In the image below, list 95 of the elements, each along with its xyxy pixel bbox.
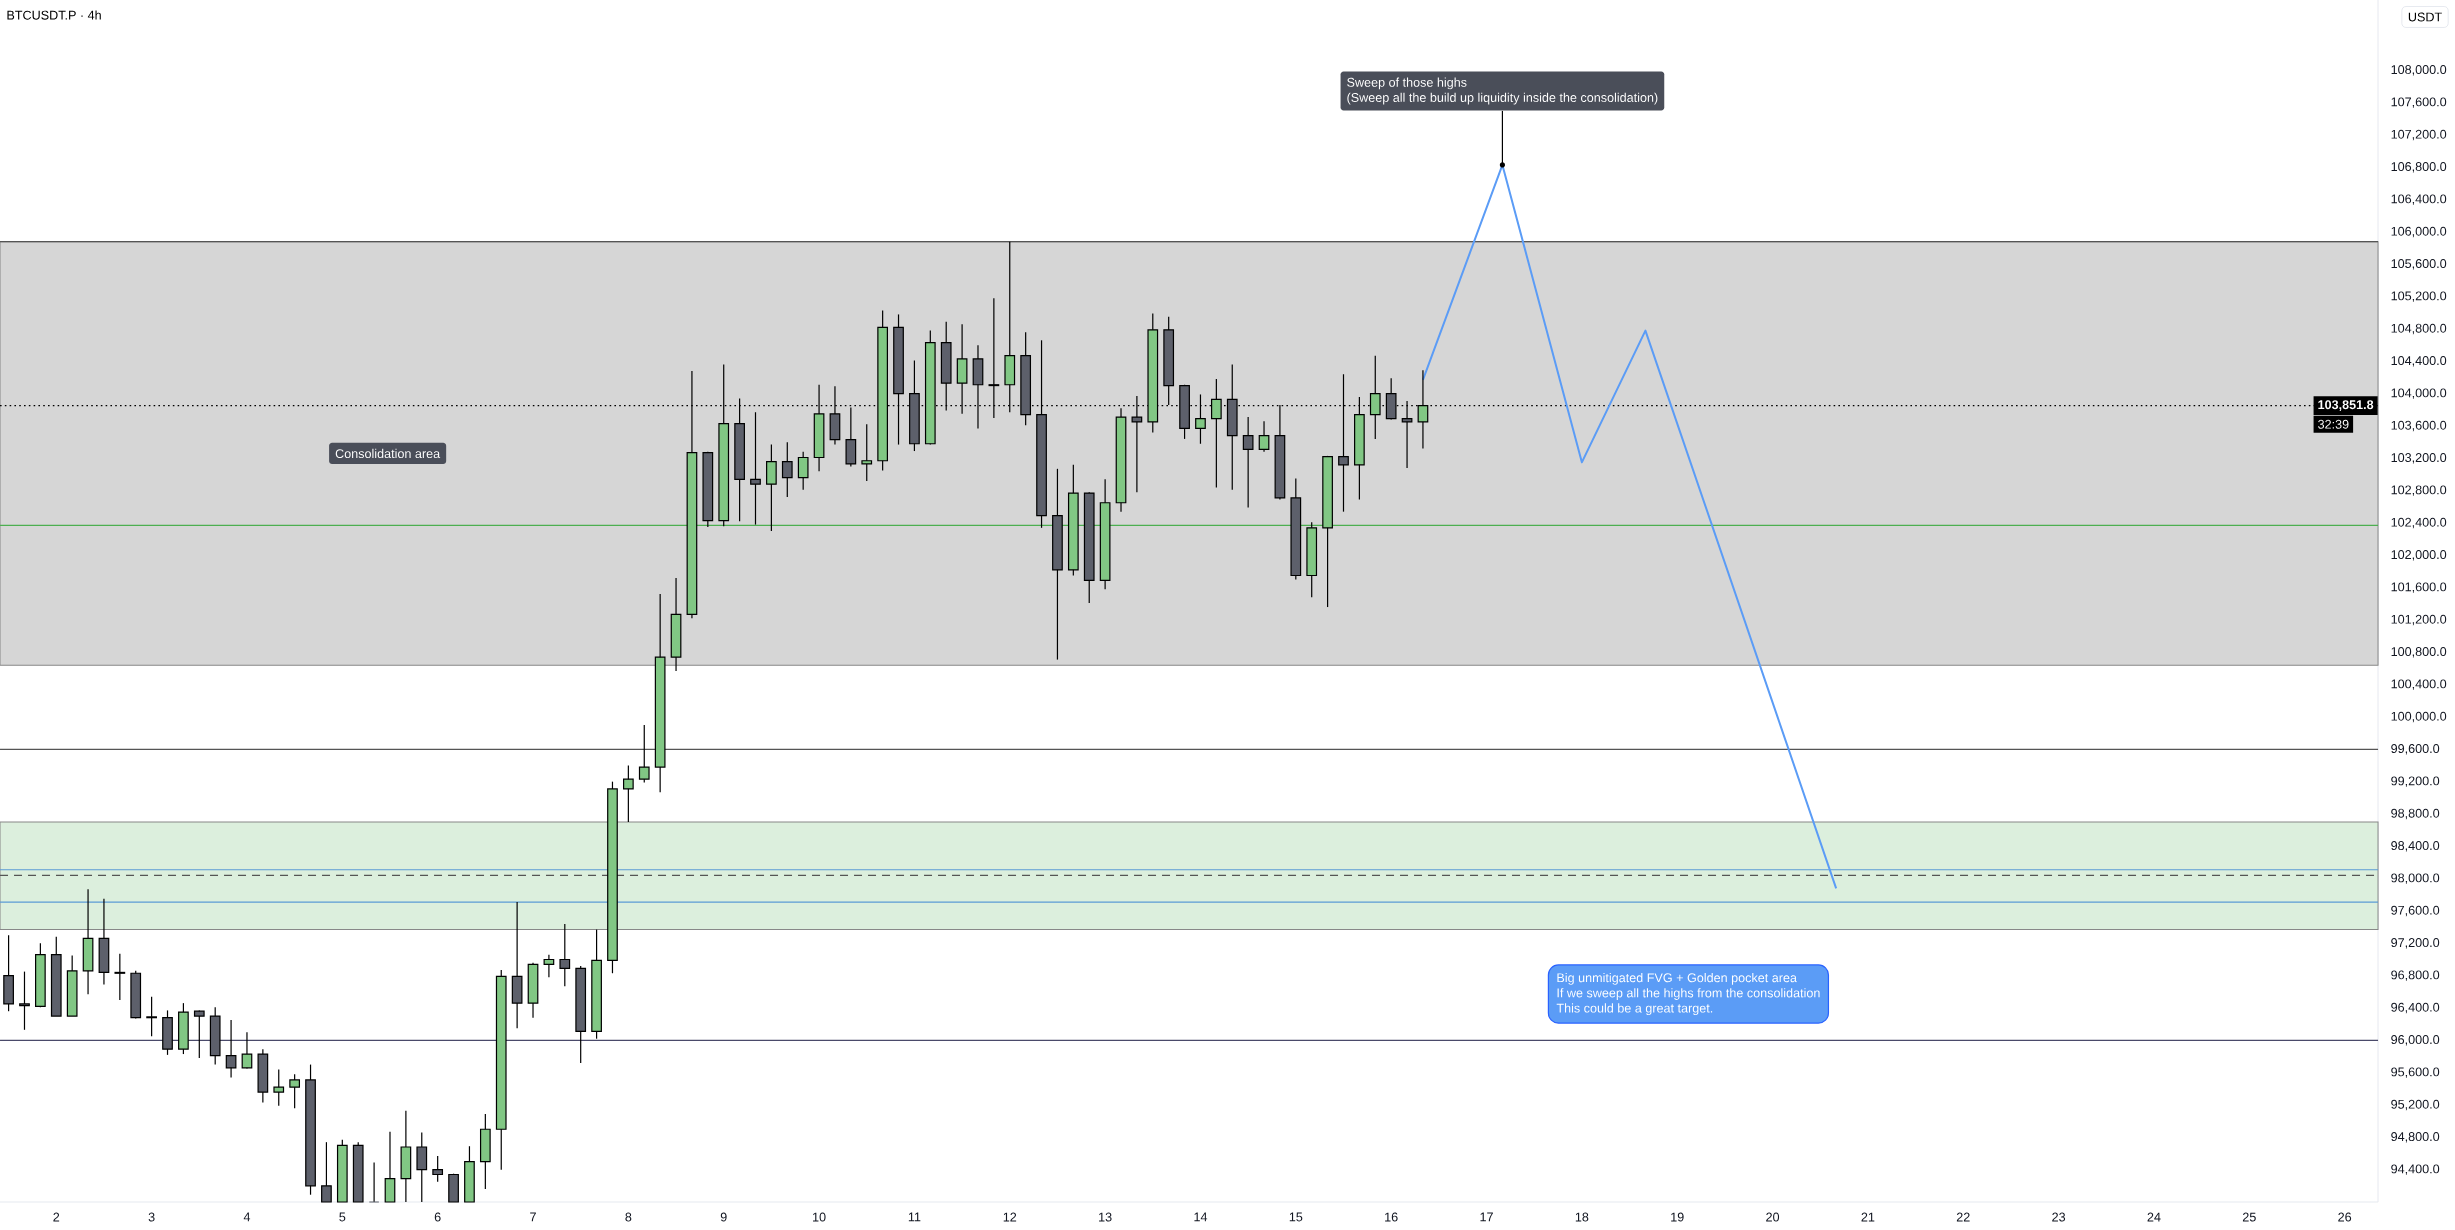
x-tick-label: 26 — [2338, 1212, 2352, 1222]
y-tick-label: 105,600.0 — [2391, 259, 2447, 270]
y-tick-label: 102,400.0 — [2391, 517, 2447, 529]
y-tick-label: 103,600.0 — [2391, 420, 2447, 432]
candlestick — [225, 1019, 237, 1079]
y-tick-label: 97,600.0 — [2391, 905, 2440, 917]
annotation: Sweep of those highs — [1347, 77, 1467, 90]
y-tick-label: 105,200.0 — [2391, 291, 2447, 302]
candlestick — [750, 411, 761, 526]
x-tick-label: 5 — [339, 1212, 346, 1222]
text: BTCUSDT.P · 4h — [7, 10, 101, 20]
candlestick — [623, 764, 634, 823]
y-tick-label: 96,800.0 — [2391, 970, 2440, 981]
y-tick-label: 102,000.0 — [2391, 550, 2447, 561]
x-tick-label: 18 — [1575, 1212, 1589, 1222]
y-tick-label: 100,800.0 — [2391, 647, 2447, 658]
y-tick-label: 106,000.0 — [2391, 226, 2447, 238]
y-tick-label: 96,000.0 — [2391, 1035, 2440, 1046]
candlestick — [1258, 420, 1270, 453]
candlestick — [797, 451, 809, 491]
candlestick — [1417, 369, 1429, 450]
candlestick — [114, 953, 126, 1001]
candlestick — [273, 1068, 285, 1107]
candlestick — [321, 1141, 332, 1203]
y-tick-label: 98,800.0 — [2391, 808, 2440, 820]
y-tick-label: 100,400.0 — [2391, 679, 2447, 690]
y-tick-label: 101,600.0 — [2391, 582, 2447, 593]
x-tick-label: 25 — [2242, 1212, 2256, 1222]
x-tick-label: 4 — [243, 1212, 251, 1222]
x-tick-label: 16 — [1385, 1212, 1398, 1222]
y-tick-label: 104,800.0 — [2391, 323, 2447, 335]
candlestick — [146, 996, 157, 1037]
x-tick-label: 24 — [2147, 1212, 2161, 1222]
candlestick — [19, 971, 30, 1031]
annotation: Big unmitigated FVG + Golden pocket area — [1557, 972, 1797, 985]
y-tick-label: 95,200.0 — [2391, 1099, 2440, 1111]
y-tick-label: 104,000.0 — [2391, 388, 2447, 399]
x-tick-label: 2 — [53, 1212, 60, 1222]
x-tick-label: 13 — [1099, 1212, 1112, 1222]
x-tick-label: 8 — [625, 1212, 632, 1222]
x-tick-label: 21 — [1861, 1212, 1875, 1222]
y-tick-label: 98,400.0 — [2391, 841, 2440, 852]
y-tick-label: 104,400.0 — [2391, 356, 2447, 367]
y-tick-label: 95,600.0 — [2391, 1067, 2440, 1078]
candlestick — [781, 441, 793, 498]
x-tick-label: 15 — [1289, 1212, 1303, 1222]
y-tick-label: 96,400.0 — [2391, 1002, 2440, 1014]
annotation: This could be a great target. — [1556, 1003, 1713, 1016]
y-tick-label: 103,200.0 — [2391, 453, 2447, 464]
x-tick-label: 3 — [148, 1212, 155, 1222]
x-tick-label: 6 — [434, 1212, 441, 1222]
x-tick-label: 12 — [1003, 1212, 1017, 1222]
y-tick-label: 99,200.0 — [2391, 776, 2440, 787]
y-tick-label: 101,200.0 — [2391, 614, 2447, 626]
candlestick — [384, 1131, 396, 1203]
candlestick — [241, 1031, 253, 1070]
y-tick-label: 94,800.0 — [2391, 1132, 2440, 1143]
y-tick-label: 97,200.0 — [2391, 938, 2440, 949]
y-tick-label: 94,400.0 — [2391, 1164, 2440, 1175]
candlestick — [766, 443, 777, 532]
x-tick-label: 22 — [1956, 1212, 1970, 1222]
ref-line-label: 103,851.8 — [2318, 400, 2374, 411]
y-tick-label: 106,800.0 — [2391, 162, 2447, 173]
annotation: If we sweep all the highs from the consolidation — [1557, 988, 1820, 1000]
x-tick-label: 10 — [813, 1212, 826, 1222]
candlestick — [559, 923, 571, 987]
candlestick — [416, 1131, 428, 1203]
y-axis-title: USDT — [2408, 12, 2442, 22]
y-tick-label: 107,200.0 — [2391, 129, 2447, 141]
candlestick — [543, 954, 555, 978]
candlestick — [368, 1161, 380, 1203]
candlestick — [1242, 416, 1254, 509]
y-tick-label: 99,600.0 — [2391, 744, 2440, 755]
candlestick — [289, 1073, 301, 1109]
x-tick-label: 23 — [2052, 1212, 2066, 1222]
x-tick-label: 20 — [1766, 1212, 1780, 1222]
y-tick-label: 100,000.0 — [2391, 711, 2447, 723]
x-tick-label: 17 — [1480, 1212, 1493, 1222]
y-tick-label: 108,000.0 — [2391, 65, 2447, 76]
candlestick — [432, 1155, 444, 1183]
annotation: (Sweep all the build up liquidity inside the consolidation) — [1347, 92, 1658, 105]
y-tick-label: 106,400.0 — [2391, 194, 2447, 205]
candlestick — [638, 724, 650, 784]
x-tick-label: 14 — [1194, 1212, 1208, 1222]
y-tick-label: 98,000.0 — [2391, 873, 2440, 884]
annotation: 32:39 — [2318, 419, 2349, 429]
x-tick-label: 19 — [1671, 1212, 1684, 1222]
x-tick-label: 9 — [720, 1212, 727, 1222]
candlestick — [861, 423, 873, 482]
x-tick-label: 7 — [530, 1212, 536, 1222]
y-tick-label: 107,600.0 — [2391, 97, 2447, 108]
x-tick-label: 11 — [908, 1212, 921, 1222]
candlestick — [193, 1009, 205, 1059]
y-tick-label: 102,800.0 — [2391, 485, 2447, 496]
band-label: Consolidation area — [335, 448, 441, 459]
